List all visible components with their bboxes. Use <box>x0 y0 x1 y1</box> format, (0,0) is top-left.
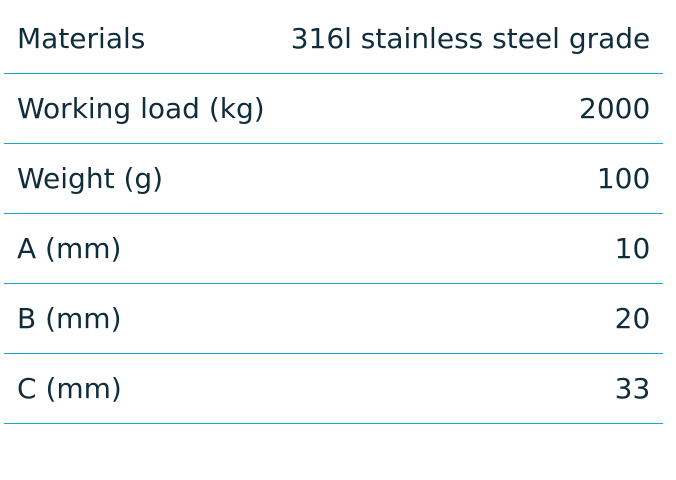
spec-table: Materials 316l stainless steel grade Worki… <box>4 4 664 424</box>
spec-value: 33 <box>277 353 664 424</box>
spec-label: Weight (g) <box>4 143 278 214</box>
spec-value: 316l stainless steel grade <box>277 4 664 74</box>
spec-label: B (mm) <box>4 283 278 354</box>
spec-label: Working load (kg) <box>4 73 278 144</box>
spec-row: A (mm) 10 <box>4 213 664 284</box>
spec-value: 20 <box>277 283 664 354</box>
spec-label: C (mm) <box>4 353 278 424</box>
spec-table-body: Materials 316l stainless steel grade Worki… <box>4 4 664 424</box>
spec-row: B (mm) 20 <box>4 283 664 354</box>
spec-row: Weight (g) 100 <box>4 143 664 214</box>
spec-label: Materials <box>4 4 278 74</box>
spec-row: Materials 316l stainless steel grade <box>4 4 664 74</box>
spec-row: C (mm) 33 <box>4 353 664 424</box>
spec-value: 10 <box>277 213 664 284</box>
spec-value: 100 <box>277 143 664 214</box>
spec-row: Working load (kg) 2000 <box>4 73 664 144</box>
spec-value: 2000 <box>277 73 664 144</box>
spec-label: A (mm) <box>4 213 278 284</box>
